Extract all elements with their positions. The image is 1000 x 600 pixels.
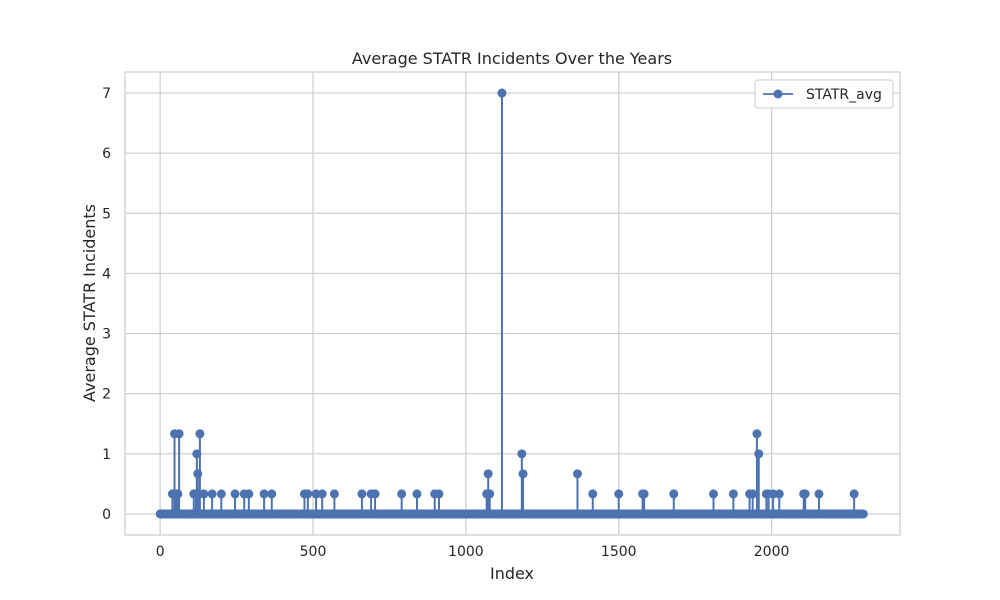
data-point bbox=[517, 449, 527, 459]
data-point bbox=[412, 489, 422, 499]
data-point bbox=[230, 489, 240, 499]
data-point bbox=[259, 489, 269, 499]
plot-frame bbox=[124, 71, 901, 536]
data-point bbox=[483, 469, 493, 479]
data-point bbox=[614, 489, 624, 499]
data-point bbox=[329, 489, 339, 499]
y-tick-label: 7 bbox=[102, 86, 111, 102]
data-point bbox=[216, 489, 226, 499]
data-point bbox=[207, 489, 217, 499]
tick-layer: 0 500 1000 1500 2000 0 1 2 3 4 5 6 7 bbox=[102, 86, 789, 560]
grid-layer bbox=[125, 72, 900, 535]
data-point bbox=[357, 489, 367, 499]
data-point bbox=[639, 489, 649, 499]
data-point bbox=[397, 489, 407, 499]
data-point bbox=[800, 489, 810, 499]
data-point bbox=[849, 489, 859, 499]
y-tick-label: 0 bbox=[102, 507, 111, 523]
legend-series-label: STATR_avg bbox=[806, 87, 882, 103]
x-tick-label: 500 bbox=[300, 544, 327, 560]
y-tick-label: 2 bbox=[102, 387, 111, 403]
data-point bbox=[192, 449, 202, 459]
y-tick-label: 1 bbox=[102, 447, 111, 463]
data-point bbox=[774, 489, 784, 499]
data-point bbox=[572, 469, 582, 479]
y-tick-label: 6 bbox=[102, 146, 111, 162]
data-point bbox=[669, 489, 679, 499]
data-layer bbox=[155, 88, 868, 519]
data-point bbox=[244, 489, 254, 499]
data-point bbox=[370, 489, 380, 499]
data-point bbox=[754, 449, 764, 459]
data-point bbox=[267, 489, 277, 499]
data-point bbox=[748, 489, 758, 499]
data-point bbox=[497, 88, 507, 98]
data-point bbox=[199, 489, 209, 499]
x-tick-label: 2000 bbox=[754, 544, 790, 560]
x-tick-label: 1500 bbox=[601, 544, 637, 560]
data-point bbox=[195, 429, 205, 439]
y-tick-label: 5 bbox=[102, 206, 111, 222]
y-tick-label: 3 bbox=[102, 327, 111, 343]
legend-box bbox=[754, 79, 894, 109]
data-point bbox=[434, 489, 444, 499]
data-point bbox=[174, 429, 184, 439]
y-axis-label: Average STATR Incidents bbox=[80, 204, 99, 402]
data-point bbox=[317, 489, 327, 499]
x-tick-label: 1000 bbox=[448, 544, 484, 560]
y-tick-label: 4 bbox=[102, 266, 111, 282]
x-tick-label: 0 bbox=[156, 544, 165, 560]
data-point bbox=[814, 489, 824, 499]
data-point bbox=[728, 489, 738, 499]
data-point bbox=[173, 489, 183, 499]
data-point bbox=[588, 489, 598, 499]
data-point bbox=[303, 489, 313, 499]
data-point bbox=[485, 489, 495, 499]
data-point bbox=[752, 429, 762, 439]
data-point bbox=[193, 469, 203, 479]
x-axis-label: Index bbox=[490, 564, 534, 583]
legend-point-marker bbox=[773, 89, 783, 99]
legend: STATR_avg bbox=[754, 79, 894, 109]
data-point bbox=[518, 469, 528, 479]
chart-title: Average STATR Incidents Over the Years bbox=[352, 49, 672, 68]
data-point bbox=[709, 489, 719, 499]
